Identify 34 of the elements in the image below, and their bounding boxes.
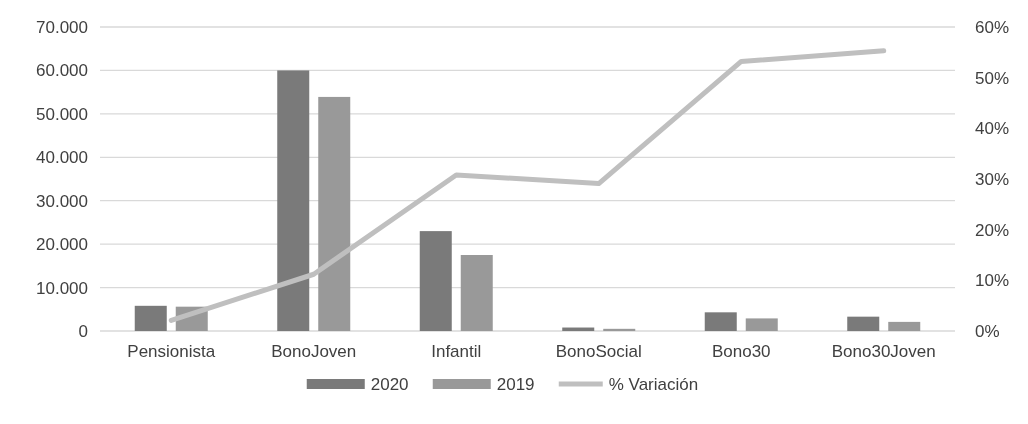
bar — [603, 328, 636, 331]
bar — [704, 312, 737, 331]
bar — [888, 321, 921, 331]
y2-tick-label: 0% — [975, 321, 1000, 341]
y-tick-label: 50.000 — [36, 104, 88, 124]
y-tick-label: 0 — [78, 321, 88, 341]
x-tick-label: Infantil — [431, 342, 482, 361]
bar — [745, 318, 778, 331]
x-tick-label: Bono30 — [711, 342, 771, 361]
y2-tick-label: 20% — [975, 220, 1010, 240]
y2-tick-label: 60% — [975, 17, 1010, 37]
bar — [277, 70, 310, 331]
y-tick-label: 20.000 — [36, 235, 88, 255]
y2-tick-label: 30% — [975, 169, 1010, 189]
y2-tick-label: 40% — [975, 119, 1010, 139]
bar — [419, 231, 452, 331]
y-tick-label: 70.000 — [36, 17, 88, 37]
bar — [318, 96, 351, 331]
x-tick-label: BonoJoven — [271, 342, 357, 361]
y-tick-label: 60.000 — [36, 61, 88, 81]
legend-label: 2019 — [496, 374, 535, 394]
legend-label: % Variación — [608, 374, 699, 394]
bar — [134, 305, 167, 331]
legend-label: 2020 — [370, 374, 409, 394]
y-tick-label: 30.000 — [36, 191, 88, 211]
y2-tick-label: 50% — [975, 68, 1010, 88]
bar — [847, 316, 880, 331]
y-tick-label: 40.000 — [36, 148, 88, 168]
x-tick-label: BonoSocial — [555, 342, 642, 361]
x-tick-label: Bono30Joven — [831, 342, 936, 361]
y-tick-label: 10.000 — [36, 278, 88, 298]
x-tick-label: Pensionista — [127, 342, 216, 361]
y2-tick-label: 10% — [975, 271, 1010, 291]
bar — [460, 255, 493, 331]
